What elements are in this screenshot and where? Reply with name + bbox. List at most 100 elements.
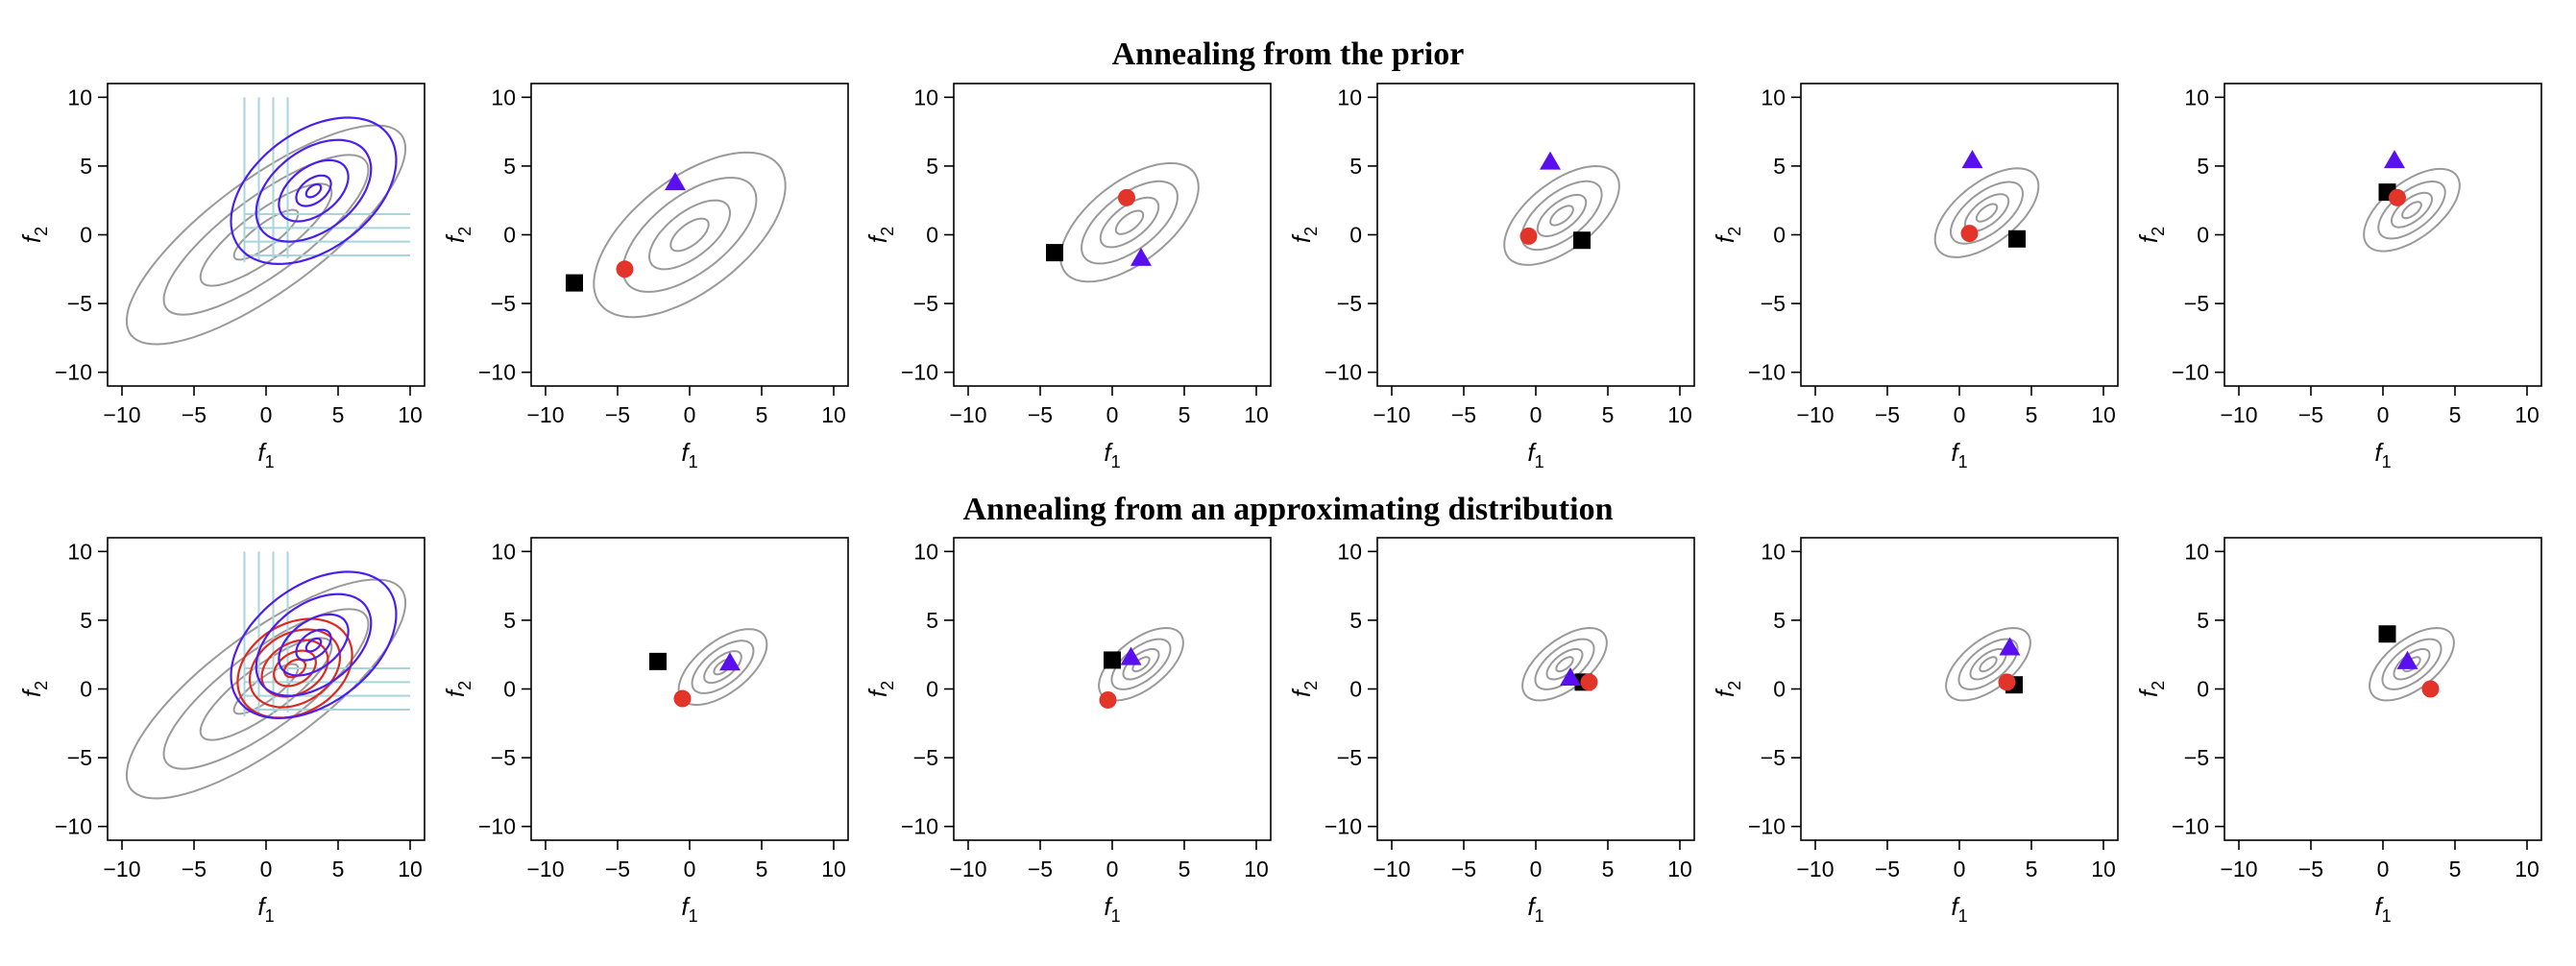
y-axis-label: f2: [2134, 681, 2168, 697]
square-marker: [1573, 231, 1591, 250]
contour-line: [1545, 647, 1584, 681]
x-tick-label: 5: [1602, 402, 1615, 427]
prior-contour: [199, 637, 333, 741]
x-tick-label: −5: [1451, 402, 1476, 427]
circle-marker: [1519, 227, 1538, 245]
y-tick-label: 5: [1773, 154, 1786, 179]
triangle-marker: [719, 652, 741, 671]
triangle-marker: [1540, 151, 1561, 170]
plot-frame: [953, 537, 1272, 841]
contour-line: [1114, 209, 1145, 235]
y-tick-label: 0: [80, 677, 92, 702]
y-axis-label: f2: [441, 681, 474, 697]
y-tick-label: −5: [913, 291, 938, 316]
x-tick-label: 10: [1244, 857, 1269, 881]
y-tick-label: 0: [2197, 223, 2209, 248]
y-tick-label: 10: [2184, 539, 2209, 564]
y-tick-label: 0: [926, 223, 938, 248]
y-tick-label: 5: [2197, 154, 2209, 179]
x-tick-label: 5: [332, 857, 345, 881]
x-tick-label: 0: [684, 857, 696, 881]
y-tick-label: −10: [55, 360, 92, 385]
plot-area: [1521, 626, 1608, 702]
x-axis-label: f1: [1527, 438, 1543, 471]
y-axis-label: f2: [863, 681, 897, 697]
y-tick-label: −5: [67, 291, 92, 316]
panel-r0-c5: −10 −5 0 5 10 −10 −5 0 5 10 f1 f2: [2134, 83, 2542, 471]
contour-line: [2401, 201, 2422, 220]
contour-line: [1521, 626, 1608, 702]
x-tick-label: 0: [1954, 857, 1966, 881]
square-marker: [1104, 651, 1121, 669]
y-axis-label: f2: [863, 227, 897, 243]
circle-marker: [1580, 673, 1598, 691]
contour-line: [2377, 181, 2446, 240]
y-tick-label: 0: [503, 223, 516, 248]
x-tick-label: −5: [605, 402, 630, 427]
x-axis-label: f1: [1951, 892, 1967, 926]
y-tick-label: −5: [1761, 291, 1786, 316]
plot-area: [125, 97, 410, 346]
x-axis-label: f1: [257, 438, 274, 471]
square-marker: [566, 274, 583, 292]
x-tick-label: −10: [949, 857, 986, 881]
x-tick-label: 10: [1244, 402, 1269, 427]
triangle-marker: [665, 172, 686, 191]
x-tick-label: 0: [2377, 402, 2390, 427]
square-marker: [2378, 625, 2396, 643]
contour-line: [1933, 167, 2040, 258]
plot-frame: [2224, 537, 2542, 841]
x-tick-label: −10: [526, 402, 564, 427]
x-tick-label: −5: [1875, 402, 1900, 427]
approx-contour: [236, 617, 353, 719]
y-tick-label: −5: [1337, 745, 1362, 770]
contour-line: [1945, 626, 2031, 702]
y-tick-label: −10: [1748, 814, 1786, 839]
x-tick-label: −5: [182, 402, 207, 427]
x-tick-label: −10: [103, 402, 140, 427]
y-tick-label: 10: [491, 539, 516, 564]
plot-frame: [953, 83, 1272, 387]
panel-r1-c3: −10 −5 0 5 10 −10 −5 0 5 10 f1 f2: [1287, 537, 1695, 926]
posterior-contour: [255, 138, 373, 243]
contour-line: [1536, 193, 1588, 237]
contour-line: [2381, 638, 2442, 690]
triangle-marker: [1961, 150, 1983, 169]
posterior-contour: [304, 637, 323, 653]
plot-area: [125, 551, 410, 800]
y-tick-label: −5: [2184, 291, 2209, 316]
contour-line: [1549, 205, 1574, 227]
y-axis-label: f2: [1287, 227, 1321, 243]
posterior-contour: [295, 174, 332, 207]
circle-marker: [1118, 188, 1135, 206]
x-tick-label: −5: [1028, 402, 1053, 427]
y-tick-label: 10: [67, 539, 92, 564]
x-tick-label: 5: [1179, 857, 1191, 881]
x-tick-label: 0: [1954, 402, 1966, 427]
y-tick-label: −10: [2172, 360, 2209, 385]
panel-r0-c3: −10 −5 0 5 10 −10 −5 0 5 10 f1 f2: [1287, 83, 1695, 471]
y-tick-label: −5: [2184, 745, 2209, 770]
y-axis-label: f2: [17, 681, 51, 697]
contour-line: [593, 151, 787, 319]
x-tick-label: 5: [2449, 402, 2462, 427]
plot-frame: [530, 83, 849, 387]
plot-area: [2369, 626, 2455, 702]
y-tick-label: 5: [80, 608, 92, 633]
square-marker: [649, 652, 667, 670]
circle-marker: [2421, 680, 2440, 698]
contour-line: [2402, 656, 2421, 673]
x-axis-label: f1: [1104, 438, 1120, 471]
contour-line: [1059, 161, 1200, 283]
x-tick-label: 0: [1106, 857, 1119, 881]
y-tick-label: 0: [503, 677, 516, 702]
contour-line: [1131, 656, 1151, 673]
contour-line: [1957, 638, 2019, 690]
x-tick-label: 0: [260, 857, 273, 881]
square-marker: [1046, 244, 1063, 262]
contour-line: [2391, 191, 2433, 229]
x-tick-label: −5: [1028, 857, 1053, 881]
panel-r1-c0: −10 −5 0 5 10 −10 −5 0 5 10 f1 f2: [17, 537, 425, 926]
posterior-contour: [278, 158, 350, 223]
contour-line: [2369, 626, 2455, 702]
